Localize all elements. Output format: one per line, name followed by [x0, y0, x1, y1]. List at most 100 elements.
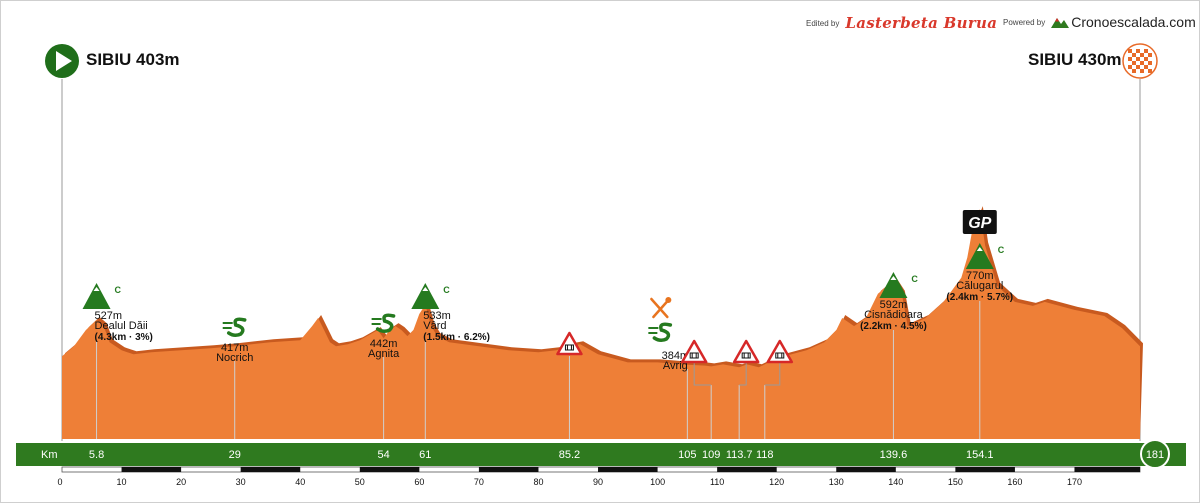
climb-mountain-icon — [82, 283, 111, 309]
hazard-leader-line — [739, 363, 747, 386]
climb-category: C — [998, 245, 1005, 255]
ruler-segment — [598, 467, 658, 472]
band-km-label: 154.1 — [966, 449, 994, 461]
sprint-elevation: 384m — [662, 350, 690, 362]
checkered-square — [1136, 49, 1140, 53]
checkered-square — [1148, 69, 1152, 73]
checkered-square — [1148, 53, 1152, 57]
markers-layer — [96, 301, 981, 439]
climb-mountain-icon — [965, 243, 994, 269]
climb-elevation: 527m — [95, 310, 123, 322]
climb-name: Vârd — [423, 320, 446, 332]
checkered-square — [1140, 53, 1144, 57]
climb-elevation: 592m — [880, 299, 908, 311]
sprint-s-path — [226, 317, 247, 338]
elevation-profile-area — [62, 209, 1140, 439]
snowcap-icon — [422, 287, 429, 291]
edited-by-brand[interactable]: Lasterbeta Burua — [845, 14, 998, 32]
powered-by-label: Powered by — [1003, 17, 1046, 27]
hazard-leader-line — [693, 363, 712, 386]
ruler-tick-label: 0 — [57, 477, 62, 487]
band-km-label: 29 — [229, 449, 241, 461]
level-crossing-sign-icon — [556, 331, 583, 356]
checkered-square — [1144, 57, 1148, 61]
band-labels: 5.8 29 54 61 85.2 105 109 113.7 118 139.6 154.1 — [89, 449, 994, 461]
checkered-square — [1132, 69, 1136, 73]
gp-badge-label: GP — [968, 215, 991, 232]
ruler-segment — [121, 467, 182, 472]
spoon-head — [665, 297, 672, 303]
band-km-label: 109 — [702, 449, 720, 461]
band-km-label: 105 — [678, 449, 696, 461]
sprint-icon — [222, 317, 247, 338]
edited-by-label: Edited by — [806, 18, 840, 28]
start-arrow-icon — [45, 44, 79, 78]
climb-name: Călugarul — [956, 280, 1003, 292]
checkered-square — [1128, 65, 1132, 69]
credits-powered: Powered by Cronoescalada.com — [1003, 14, 1196, 30]
ruler-segment — [955, 467, 1015, 472]
climb-mountain-icon — [879, 272, 908, 298]
sprint-name: Nocrich — [216, 352, 253, 364]
checkered-square — [1136, 65, 1140, 69]
checkered-square — [1128, 49, 1132, 53]
fence-rect — [741, 352, 751, 359]
climb-detail: (2.2km · 4.5%) — [860, 321, 927, 332]
ruler-tick-label: 20 — [176, 477, 186, 487]
total-km-circle — [1140, 439, 1170, 469]
ruler-segment — [1074, 467, 1140, 472]
warning-triangle — [680, 339, 708, 364]
ruler-tick-label: 140 — [888, 477, 903, 487]
finish-label: SIBIU 430m — [1028, 50, 1122, 69]
band-km-label: 61 — [419, 449, 431, 461]
fence-rect — [775, 352, 785, 359]
climb-elevation: 770m — [966, 270, 994, 282]
band-km-label: 5.8 — [89, 449, 104, 461]
ruler-tick-label: 80 — [533, 477, 543, 487]
sprint-elevation: 442m — [370, 338, 398, 350]
ruler-tick-label: 60 — [414, 477, 424, 487]
fence-rect — [564, 344, 574, 351]
credits-edited: Edited by Lasterbeta Burua — [806, 14, 997, 32]
km-band — [16, 443, 1186, 466]
km-axis-label: Km — [41, 449, 58, 461]
band-km-label: 85.2 — [559, 449, 580, 461]
checkered-square — [1148, 61, 1152, 65]
checkered-square — [1136, 57, 1140, 61]
climb-detail: (1.5km · 6.2%) — [423, 332, 490, 343]
ruler-tick-label: 100 — [650, 477, 665, 487]
ruler-segment — [359, 467, 420, 472]
start-label: SIBIU 403m — [86, 50, 180, 69]
ruler-segment — [836, 467, 896, 472]
powered-by-brand[interactable]: Cronoescalada.com — [1071, 14, 1196, 30]
climb-category: C — [911, 274, 918, 284]
checkered-flag-icon — [1122, 43, 1158, 79]
band-km-label: 139.6 — [880, 449, 908, 461]
checkered-square — [1132, 53, 1136, 57]
warning-triangle — [766, 339, 794, 364]
climb-name: Dealul Dăii — [95, 320, 148, 332]
climb-category: C — [443, 285, 450, 295]
level-crossing-sign-icon — [766, 339, 794, 364]
level-crossing-sign-icon — [680, 339, 708, 364]
ruler-tick-label: 130 — [829, 477, 844, 487]
ruler-segment — [478, 467, 539, 472]
ruler-tick-label: 30 — [236, 477, 246, 487]
total-km-label: 181 — [1146, 449, 1164, 461]
fence-rect — [689, 352, 699, 359]
sprint-elevation: 417m — [221, 342, 249, 354]
band-km-label: 118 — [756, 449, 774, 461]
gp-badge — [962, 210, 997, 234]
sprint-s-path — [375, 313, 396, 334]
climb-detail: (2.4km · 5.7%) — [946, 292, 1013, 303]
sprint-name: Agnita — [368, 348, 400, 360]
climb-category: C — [115, 285, 122, 295]
sprint-s-path — [652, 322, 673, 343]
checkered-square — [1144, 49, 1148, 53]
